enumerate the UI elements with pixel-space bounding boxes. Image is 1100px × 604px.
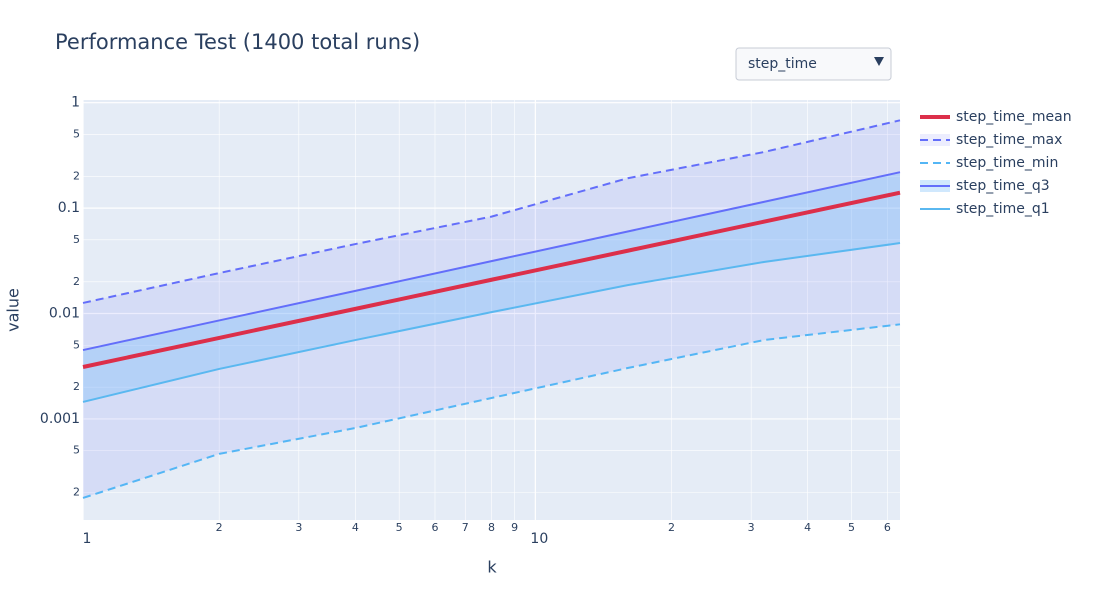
labels: 1 2 3 4 5 6 7 8 9 10 2 3 4 5 6 2 5 0.001 2 5 0.01 2 5 0.1 2 5 1 <box>40 95 891 547</box>
band-fill <box>83 120 900 498</box>
y-tick-label: 0.01 <box>49 306 80 322</box>
x-tick-label: 9 <box>511 521 518 534</box>
series-line <box>82 119 901 304</box>
legend-label: step_time_q3 <box>956 178 1050 194</box>
x-tick-label: 6 <box>884 521 891 534</box>
y-tick-label: 0.001 <box>40 411 80 427</box>
y-tick-label: 5 <box>73 233 80 246</box>
x-tick-label: 2 <box>216 521 223 534</box>
y-tick-label: 5 <box>73 338 80 351</box>
dropdown[interactable]: step_time <box>735 47 892 81</box>
legend-label: step_time_max <box>956 132 1062 148</box>
x-tick-label: 2 <box>668 521 675 534</box>
x-tick-label: 8 <box>488 521 495 534</box>
x-tick-label: 4 <box>804 521 811 534</box>
legend-label: step_time_min <box>956 155 1058 171</box>
y-tick-label: 2 <box>73 486 80 499</box>
dropdown-label[interactable]: step_time <box>748 56 817 72</box>
y-tick-label: 5 <box>73 127 80 140</box>
x-tick-label: 6 <box>431 521 438 534</box>
series-line <box>82 171 901 352</box>
x-tick-label: 3 <box>295 521 302 534</box>
x-tick-label: 3 <box>748 521 755 534</box>
y-tick-label: 5 <box>73 444 80 457</box>
x-tick-label: 10 <box>530 531 548 547</box>
series-line <box>82 190 901 369</box>
x-tick-label: 1 <box>83 531 92 547</box>
series-line <box>82 242 901 403</box>
series-line <box>82 323 901 499</box>
y-tick-label: 1 <box>71 95 80 111</box>
y-tick-label: 2 <box>73 169 80 182</box>
x-tick-label: 7 <box>462 521 469 534</box>
band-fill <box>83 172 900 402</box>
x-tick-label: 4 <box>352 521 359 534</box>
x-axis-title: k <box>487 558 497 577</box>
legend: step_time_mean step_time_max step_time_min… <box>920 109 1072 217</box>
dropdown-arrow[interactable] <box>874 57 884 66</box>
plot <box>82 119 901 499</box>
legend-label: step_time_q1 <box>956 201 1050 217</box>
y-tick-label: 2 <box>73 275 80 288</box>
x-tick-label: 5 <box>848 521 855 534</box>
legend-label: step_time_mean <box>956 109 1072 125</box>
y-tick-label: 2 <box>73 380 80 393</box>
dropdown-box[interactable] <box>735 47 892 81</box>
chart-title: Performance Test (1400 total runs) <box>55 30 420 54</box>
y-tick-label: 0.1 <box>58 200 80 216</box>
y-axis-title: value <box>4 288 23 332</box>
x-tick-label: 5 <box>396 521 403 534</box>
